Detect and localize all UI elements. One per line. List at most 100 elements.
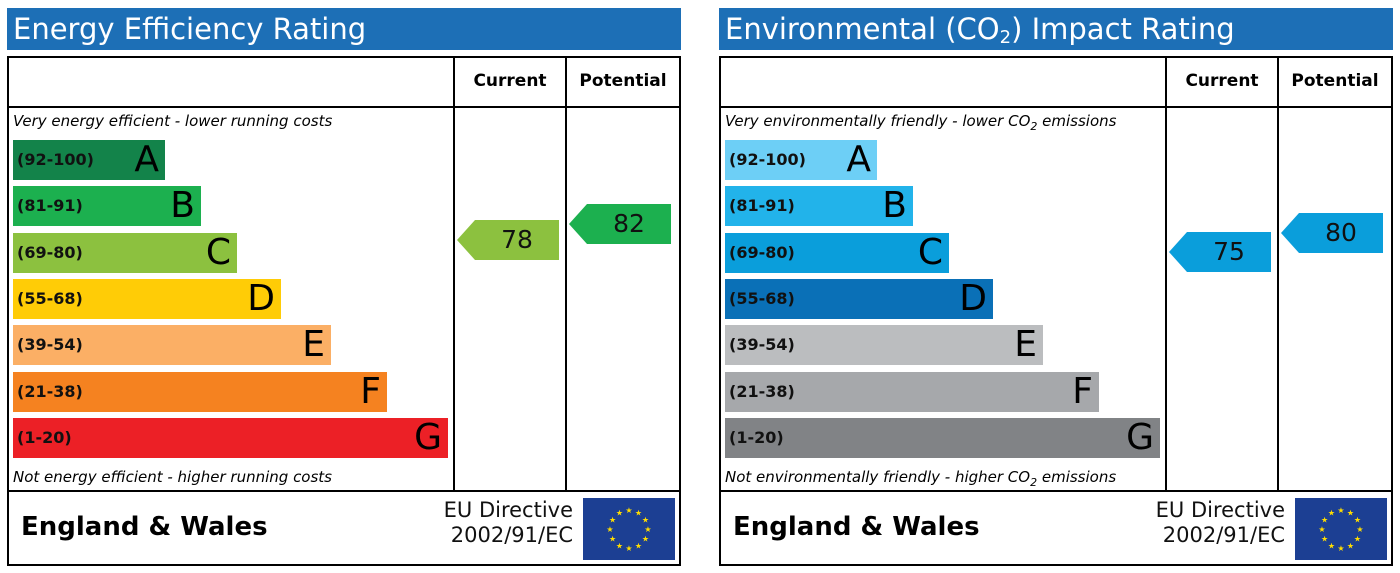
- eu-stars: ★ ★★★★★★★★★★★: [606, 506, 651, 553]
- band-f: (21-38) F: [725, 370, 1099, 412]
- band-range-label: (55-68): [17, 288, 83, 308]
- rating-value: 75: [1213, 236, 1245, 266]
- band-letter: E: [1014, 324, 1037, 366]
- band-range-label: (92-100): [729, 150, 806, 169]
- band-range-label: (21-38): [17, 381, 83, 401]
- footer-directive: EU Directive 2002/91/EC: [413, 498, 573, 548]
- band-letter: F: [360, 370, 381, 412]
- star-icon: ★: [1354, 535, 1361, 544]
- star-icon: ★: [1337, 506, 1344, 515]
- band-range-label: (39-54): [17, 335, 83, 355]
- band-b: (81-91) B: [725, 185, 913, 227]
- rating-value: 82: [613, 209, 645, 239]
- star-icon: ★: [625, 544, 632, 553]
- star-icon: ★: [635, 541, 642, 550]
- band-range-label: (55-68): [729, 288, 795, 308]
- rating-arrow: [1281, 212, 1383, 253]
- band-range-label: (1-20): [17, 427, 72, 447]
- star-icon: ★: [644, 525, 651, 534]
- band-range-label: (81-91): [17, 196, 83, 216]
- footer-directive: EU Directive 2002/91/EC: [1125, 498, 1285, 548]
- directive-line1: EU Directive: [443, 498, 573, 522]
- band-f: (21-38) F: [13, 370, 387, 412]
- star-icon: ★: [609, 516, 616, 525]
- star-icon: ★: [1337, 544, 1344, 553]
- star-icon: ★: [625, 506, 632, 515]
- footer-country: England & Wales: [733, 512, 980, 542]
- footer-country: England & Wales: [21, 512, 268, 542]
- top-note: Very energy efficient - lower running co…: [13, 112, 333, 130]
- band-c: (69-80) C: [13, 231, 237, 273]
- current-rating-pointer: 78: [457, 220, 559, 261]
- star-icon: ★: [1354, 516, 1361, 525]
- star-icon: ★: [1347, 509, 1354, 518]
- rating-arrow: [569, 204, 671, 245]
- rating-value: 78: [501, 225, 533, 255]
- band-letter: F: [1072, 370, 1093, 412]
- current-column-header: Current: [473, 71, 547, 91]
- potential-column-header: Potential: [579, 71, 667, 91]
- band-letter: A: [134, 139, 159, 180]
- rating-arrow-shape: [457, 220, 559, 261]
- current-rating-pointer: 75: [1169, 231, 1271, 272]
- star-icon: ★: [635, 509, 642, 518]
- environmental-title: Environmental (CO2) Impact Rating: [719, 8, 1393, 50]
- band-d: (55-68) D: [13, 277, 281, 319]
- footer-divider: [9, 490, 679, 492]
- star-icon: ★: [616, 541, 623, 550]
- band-letter: D: [959, 277, 987, 319]
- band-letter: D: [247, 277, 275, 319]
- current-column-header: Current: [1185, 71, 1259, 91]
- star-icon: ★: [1356, 525, 1363, 534]
- band-g: (1-20) G: [13, 416, 448, 458]
- directive-line2: 2002/91/EC: [450, 523, 573, 547]
- band-letter: C: [205, 231, 231, 273]
- rating-value: 80: [1325, 217, 1357, 247]
- star-icon: ★: [1321, 535, 1328, 544]
- star-icon: ★: [616, 509, 623, 518]
- star-icon: ★: [609, 535, 616, 544]
- band-letter: G: [1126, 416, 1154, 458]
- environmental-chart-frame: Current Potential Very environmentally f…: [719, 56, 1393, 566]
- band-range-label: (69-80): [729, 242, 795, 262]
- band-letter: G: [414, 416, 442, 458]
- band-c: (69-80) C: [725, 231, 949, 273]
- rating-arrow-shape: [1281, 212, 1383, 253]
- star-icon: ★: [642, 516, 649, 525]
- eu-stars: ★ ★★★★★★★★★★★: [1318, 506, 1363, 553]
- band-letter: E: [302, 324, 325, 366]
- band-letter: C: [917, 231, 943, 273]
- rating-arrow: [457, 220, 559, 261]
- band-range-label: (1-20): [729, 427, 784, 447]
- star-icon: ★: [1318, 525, 1325, 534]
- band-range-label: (21-38): [729, 381, 795, 401]
- band-a: (92-100) A: [13, 140, 165, 180]
- energy-title: Energy Efficiency Rating: [7, 8, 681, 50]
- potential-column-header: Potential: [1291, 71, 1379, 91]
- column-divider: [1277, 58, 1279, 492]
- column-divider: [453, 58, 455, 492]
- bottom-note: Not environmentally friendly - higher CO…: [725, 468, 1117, 489]
- rating-arrow-shape: [569, 204, 671, 245]
- star-icon: ★: [1328, 541, 1335, 550]
- top-note: Very environmentally friendly - lower CO…: [725, 112, 1117, 133]
- energy-chart-frame: Current Potential Very energy efficient …: [7, 56, 681, 566]
- star-icon: ★: [642, 535, 649, 544]
- band-e: (39-54) E: [725, 324, 1043, 366]
- band-e: (39-54) E: [13, 324, 331, 366]
- star-icon: ★: [1321, 516, 1328, 525]
- header-divider: [721, 106, 1391, 108]
- star-icon: ★: [1328, 509, 1335, 518]
- band-letter: B: [170, 185, 195, 227]
- energy-efficiency-panel: Energy Efficiency Rating Current Potenti…: [7, 8, 681, 566]
- band-letter: A: [846, 139, 871, 180]
- eu-flag-icon: ★ ★ ★ ★ ★ ★ ★ ★ ★ ★ ★ ★: [583, 498, 675, 560]
- star-icon: ★: [1347, 541, 1354, 550]
- eu-flag-icon: ★ ★ ★ ★ ★ ★ ★ ★ ★ ★ ★ ★: [1295, 498, 1387, 560]
- environmental-impact-panel: Environmental (CO2) Impact Rating Curren…: [719, 8, 1393, 566]
- directive-line1: EU Directive: [1155, 498, 1285, 522]
- star-icon: ★: [606, 525, 613, 534]
- footer-divider: [721, 490, 1391, 492]
- band-letter: B: [882, 185, 907, 227]
- band-b: (81-91) B: [13, 185, 201, 227]
